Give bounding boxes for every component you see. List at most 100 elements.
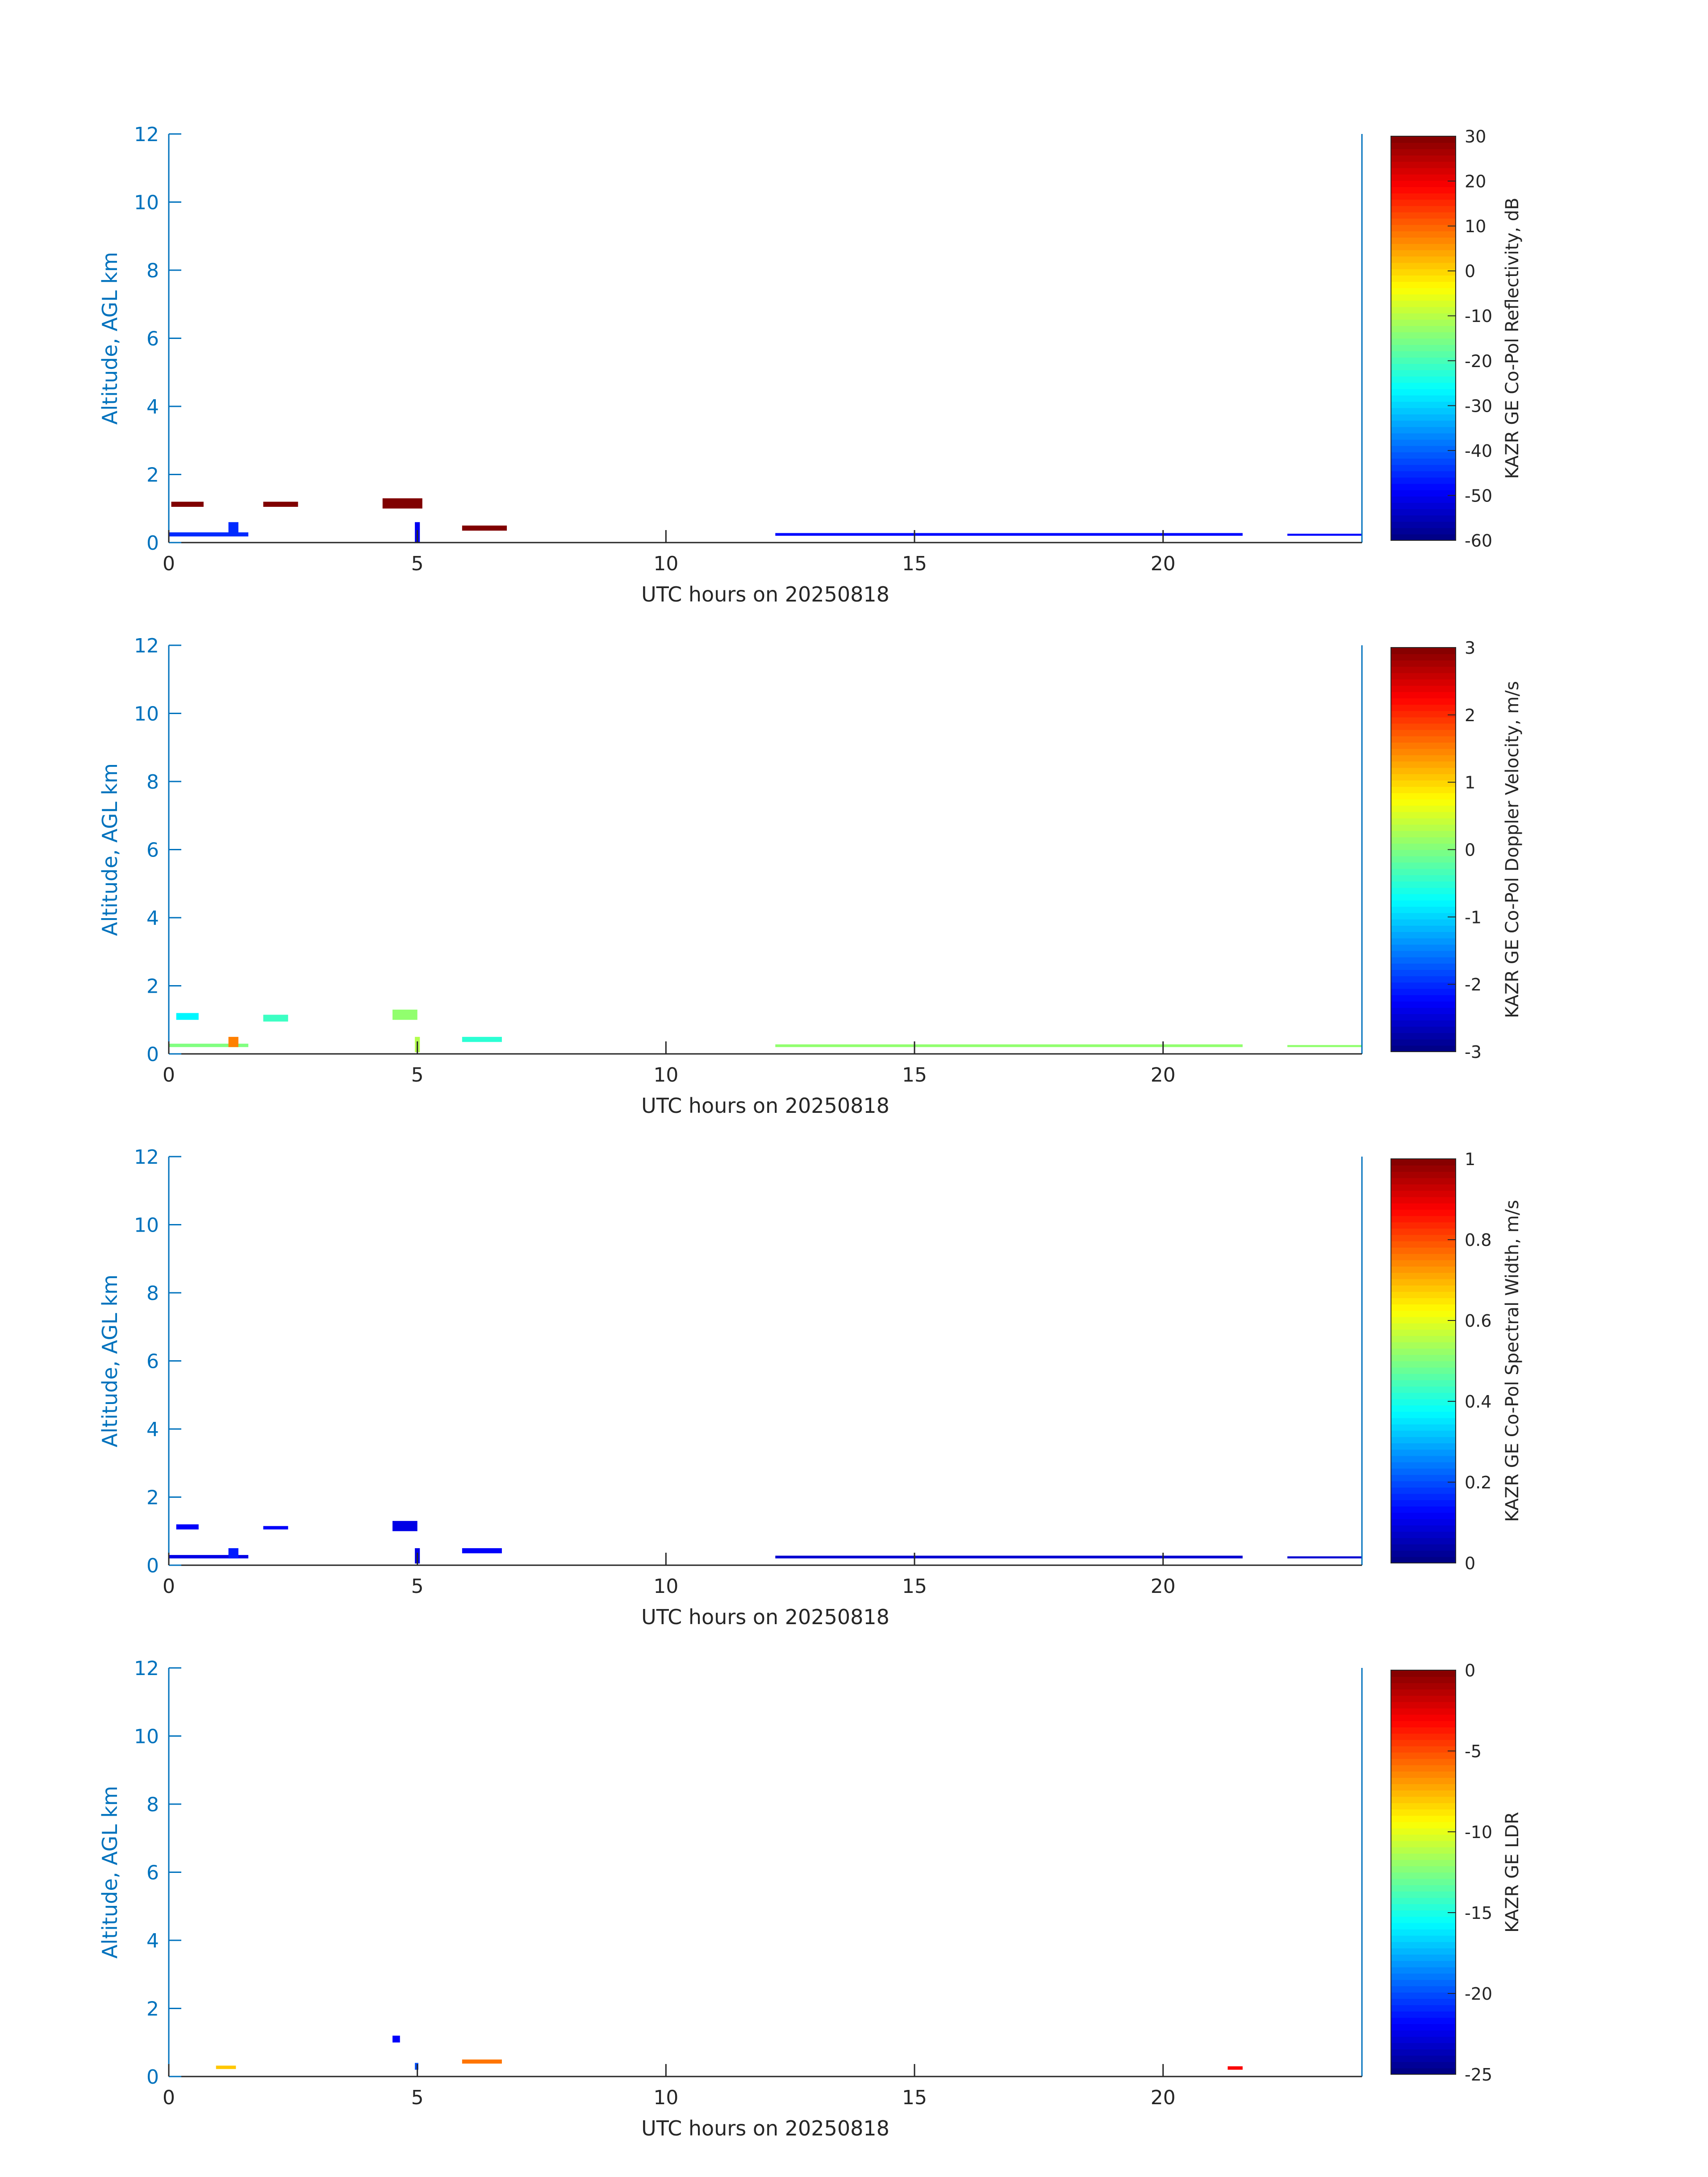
colorbar-segment bbox=[1391, 256, 1456, 263]
colorbar-segment bbox=[1391, 1752, 1456, 1759]
colorbar-segment bbox=[1391, 1216, 1456, 1223]
colorbar-segment bbox=[1391, 1007, 1456, 1014]
y-tick-label: 2 bbox=[146, 975, 159, 998]
colorbar-segment bbox=[1391, 306, 1456, 313]
colorbar-tick-label: 0 bbox=[1465, 262, 1475, 281]
colorbar-segment bbox=[1391, 471, 1456, 478]
colorbar-segment bbox=[1391, 1178, 1456, 1185]
colorbar-segment bbox=[1391, 811, 1456, 819]
colorbar-segment bbox=[1391, 1228, 1456, 1235]
colorbar-label: KAZR GE LDR bbox=[1502, 1812, 1523, 1933]
y-tick-label: 10 bbox=[134, 703, 159, 726]
colorbar-tick-label: 0.2 bbox=[1465, 1473, 1491, 1492]
colorbar-segment bbox=[1391, 433, 1456, 440]
colorbar-segment bbox=[1391, 1386, 1456, 1393]
colorbar-segment bbox=[1391, 1399, 1456, 1406]
colorbar-segment bbox=[1391, 1935, 1456, 1942]
colorbar-segment bbox=[1391, 477, 1456, 484]
colorbar-segment bbox=[1391, 887, 1456, 894]
colorbar-segment bbox=[1391, 288, 1456, 295]
colorbar-segment bbox=[1391, 1379, 1456, 1387]
y-tick-label: 8 bbox=[146, 771, 159, 794]
colorbar-segment bbox=[1391, 673, 1456, 680]
colorbar-segment bbox=[1391, 509, 1456, 516]
y-tick-label: 6 bbox=[146, 1350, 159, 1373]
colorbar-segment bbox=[1391, 1897, 1456, 1905]
colorbar-segment bbox=[1391, 458, 1456, 465]
colorbar-segment bbox=[1391, 900, 1456, 907]
colorbar-segment bbox=[1391, 793, 1456, 800]
colorbar-segment bbox=[1391, 1335, 1456, 1342]
colorbar-segment bbox=[1391, 849, 1456, 857]
colorbar-segment bbox=[1391, 332, 1456, 339]
y-tick-label: 6 bbox=[146, 839, 159, 862]
colorbar-segment bbox=[1391, 167, 1456, 175]
colorbar-segment bbox=[1391, 161, 1456, 168]
colorbar-label: KAZR GE Co-Pol Doppler Velocity, m/s bbox=[1502, 681, 1523, 1018]
colorbar-segment bbox=[1391, 1721, 1456, 1728]
colorbar-segment bbox=[1391, 1298, 1456, 1305]
colorbar-segment bbox=[1391, 1367, 1456, 1374]
colorbar-tick-label: -1 bbox=[1465, 907, 1482, 927]
colorbar-segment bbox=[1391, 426, 1456, 434]
y-tick-label: 10 bbox=[134, 1726, 159, 1748]
colorbar-segment bbox=[1391, 654, 1456, 661]
y-tick-label: 2 bbox=[146, 464, 159, 487]
colorbar-segment bbox=[1391, 1525, 1456, 1532]
colorbar-segment bbox=[1391, 1512, 1456, 1519]
y-tick-label: 0 bbox=[146, 2066, 159, 2089]
colorbar-segment bbox=[1391, 351, 1456, 358]
colorbar-segment bbox=[1391, 1790, 1456, 1797]
colorbar-segment bbox=[1391, 1039, 1456, 1046]
colorbar-segment bbox=[1391, 881, 1456, 888]
colorbar-tick-label: 1 bbox=[1465, 1149, 1475, 1169]
x-tick-label: 0 bbox=[163, 1575, 175, 1598]
colorbar-segment bbox=[1391, 912, 1456, 919]
colorbar-tick-label: -2 bbox=[1465, 975, 1482, 994]
colorbar-segment bbox=[1391, 2011, 1456, 2018]
colorbar-segment bbox=[1391, 875, 1456, 882]
colorbar-segment bbox=[1391, 1531, 1456, 1538]
colorbar-segment bbox=[1391, 237, 1456, 244]
colorbar-segment bbox=[1391, 1998, 1456, 2006]
colorbar-segment bbox=[1391, 1020, 1456, 1027]
colorbar-segment bbox=[1391, 1954, 1456, 1961]
colorbar-segment bbox=[1391, 919, 1456, 926]
colorbar-segment bbox=[1391, 250, 1456, 257]
colorbar-segment bbox=[1391, 1916, 1456, 1923]
heatmap-cell bbox=[393, 1009, 418, 1020]
colorbar-segment bbox=[1391, 1279, 1456, 1286]
colorbar-segment bbox=[1391, 1417, 1456, 1425]
x-tick-label: 15 bbox=[902, 2086, 927, 2109]
x-axis-label: UTC hours on 20250818 bbox=[641, 2116, 889, 2140]
colorbar-segment bbox=[1391, 489, 1456, 497]
heatmap-cell bbox=[263, 1526, 288, 1529]
colorbar-segment bbox=[1391, 382, 1456, 389]
colorbar-segment bbox=[1391, 1765, 1456, 1772]
colorbar-segment bbox=[1391, 1493, 1456, 1500]
colorbar-segment bbox=[1391, 1184, 1456, 1191]
x-tick-label: 20 bbox=[1151, 552, 1176, 575]
heatmap-cell bbox=[169, 532, 249, 537]
heatmap-cell bbox=[775, 1044, 1243, 1047]
y-tick-label: 6 bbox=[146, 1862, 159, 1885]
colorbar-segment bbox=[1391, 862, 1456, 869]
heatmap-cell bbox=[169, 1044, 249, 1047]
colorbar-segment bbox=[1391, 275, 1456, 282]
y-axis-label: Altitude, AGL km bbox=[98, 1274, 122, 1447]
colorbar-segment bbox=[1391, 193, 1456, 200]
colorbar-segment bbox=[1391, 748, 1456, 756]
colorbar-segment bbox=[1391, 515, 1456, 522]
colorbar-segment bbox=[1391, 963, 1456, 970]
heatmap-cell bbox=[228, 1036, 238, 1047]
colorbar-segment bbox=[1391, 1405, 1456, 1412]
colorbar-segment bbox=[1391, 2023, 1456, 2031]
y-tick-label: 2 bbox=[146, 1487, 159, 1509]
colorbar-segment bbox=[1391, 1948, 1456, 1955]
colorbar-segment bbox=[1391, 389, 1456, 396]
colorbar-segment bbox=[1391, 344, 1456, 351]
colorbar-segment bbox=[1391, 710, 1456, 718]
colorbar-segment bbox=[1391, 300, 1456, 307]
colorbar-segment bbox=[1391, 1922, 1456, 1930]
